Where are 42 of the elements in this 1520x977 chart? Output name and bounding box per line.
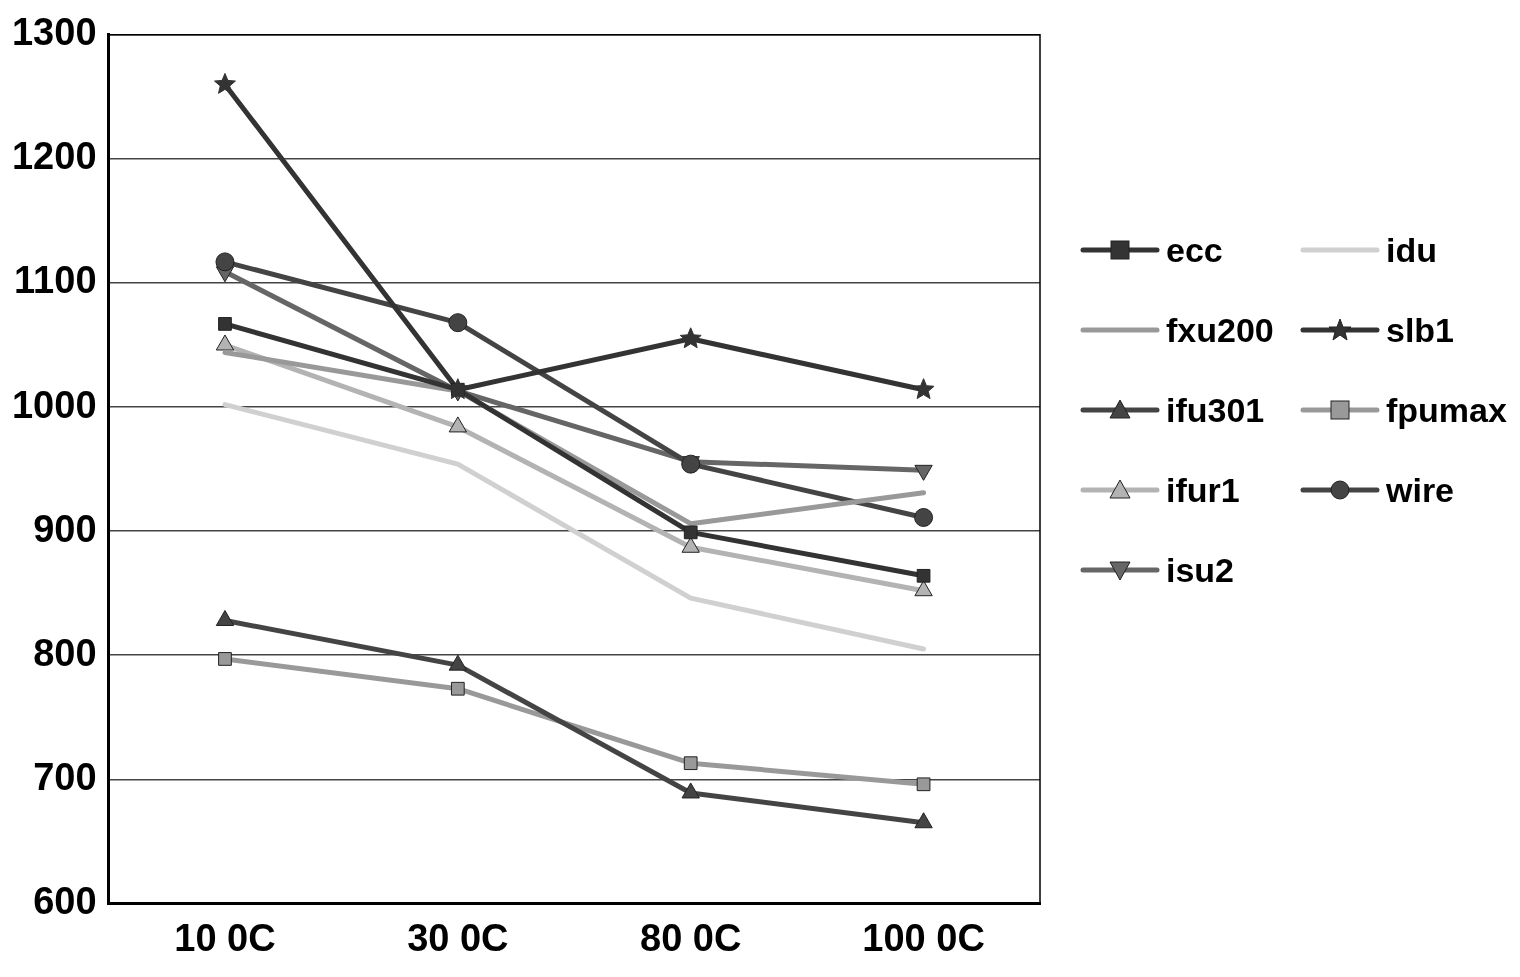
legend-label: isu2 bbox=[1166, 550, 1235, 590]
point bbox=[214, 72, 236, 94]
y-tick-label: 800 bbox=[33, 631, 97, 674]
x-tick-label: 100 0C bbox=[862, 916, 985, 959]
point bbox=[679, 327, 702, 349]
legend-label: fxu200 bbox=[1166, 310, 1274, 350]
y-tick-label: 1000 bbox=[11, 383, 97, 426]
y-tick-label: 700 bbox=[33, 755, 97, 798]
point bbox=[914, 580, 933, 597]
point bbox=[218, 317, 232, 331]
point bbox=[914, 812, 933, 829]
point bbox=[683, 756, 698, 771]
point bbox=[450, 681, 465, 696]
x-tick-label: 10 0C bbox=[174, 916, 276, 959]
y-tick-label: 600 bbox=[33, 879, 97, 922]
legend-label: ifu301 bbox=[1166, 390, 1265, 430]
point bbox=[218, 652, 232, 666]
point bbox=[448, 654, 467, 671]
point bbox=[448, 416, 467, 433]
x-tick-label: 30 0C bbox=[407, 916, 509, 959]
point bbox=[916, 568, 931, 583]
y-tick-label: 900 bbox=[33, 507, 97, 550]
point bbox=[916, 777, 931, 792]
point bbox=[681, 536, 700, 553]
legend-label: ifur1 bbox=[1166, 470, 1240, 510]
y-tick-label: 1200 bbox=[11, 135, 97, 178]
point bbox=[215, 334, 235, 351]
legend-label: slb1 bbox=[1386, 310, 1455, 350]
point bbox=[681, 782, 700, 799]
legend-label: idu bbox=[1386, 230, 1437, 270]
y-tick-label: 1300 bbox=[11, 11, 97, 54]
legend-label: ecc bbox=[1166, 230, 1223, 270]
point bbox=[914, 507, 934, 527]
point bbox=[215, 252, 235, 272]
point bbox=[683, 525, 698, 540]
legend-label: fpumax bbox=[1386, 390, 1507, 430]
y-tick-label: 1100 bbox=[14, 259, 97, 302]
x-tick-label: 80 0C bbox=[640, 916, 742, 959]
point bbox=[912, 378, 935, 400]
legend-label: wire bbox=[1386, 470, 1455, 510]
point bbox=[448, 313, 468, 333]
point bbox=[215, 609, 235, 626]
